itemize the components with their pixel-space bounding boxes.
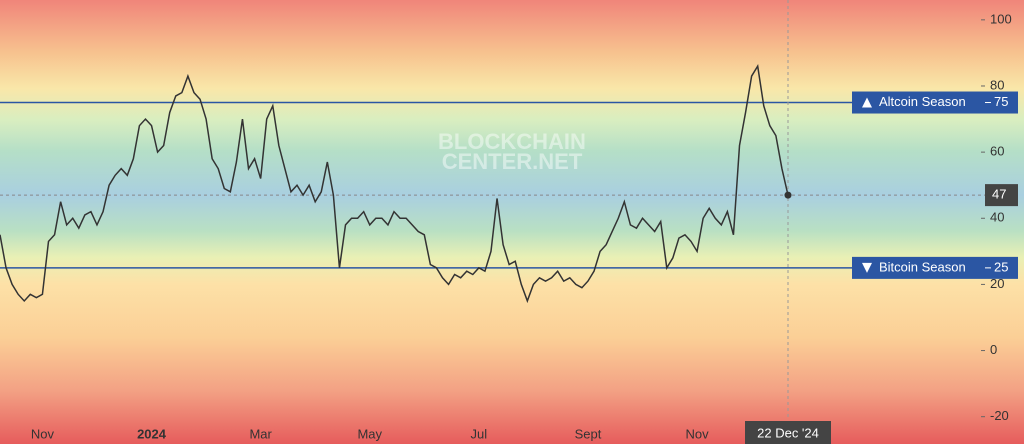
x-tick-label: Jul xyxy=(471,426,488,441)
threshold-label: Altcoin Season xyxy=(879,94,966,109)
threshold-box xyxy=(852,256,1018,279)
y-tick-label: 100 xyxy=(990,11,1012,26)
y-tick-label: 60 xyxy=(990,144,1004,159)
x-tick-label: Nov xyxy=(31,426,55,441)
threshold-value: 25 xyxy=(994,259,1008,274)
x-tick-label: Nov xyxy=(686,426,710,441)
y-tick-label: 40 xyxy=(990,210,1004,225)
x-tick-label: 2024 xyxy=(137,426,167,441)
x-tick-label: Mar xyxy=(249,426,272,441)
threshold-label: Bitcoin Season xyxy=(879,259,966,274)
y-tick-label: 20 xyxy=(990,276,1004,291)
x-current-box xyxy=(745,421,831,444)
line-series xyxy=(0,63,789,304)
y-tick-label: -20 xyxy=(990,408,1009,423)
last-point xyxy=(784,191,792,199)
last-value-label: 47 xyxy=(992,187,1006,202)
watermark: BLOCKCHAIN xyxy=(438,129,586,154)
y-tick-label: 0 xyxy=(990,342,997,357)
threshold-box xyxy=(852,91,1018,114)
x-tick-label: May xyxy=(357,426,382,441)
threshold-value: 75 xyxy=(994,94,1008,109)
x-current-label: 22 Dec '24 xyxy=(757,425,819,440)
y-tick-label: 80 xyxy=(990,77,1004,92)
watermark: CENTER.NET xyxy=(442,149,583,174)
threshold-icon xyxy=(862,262,872,273)
x-tick-label: Sept xyxy=(575,426,602,441)
last-value-box xyxy=(985,184,1018,207)
threshold-icon xyxy=(862,97,872,108)
